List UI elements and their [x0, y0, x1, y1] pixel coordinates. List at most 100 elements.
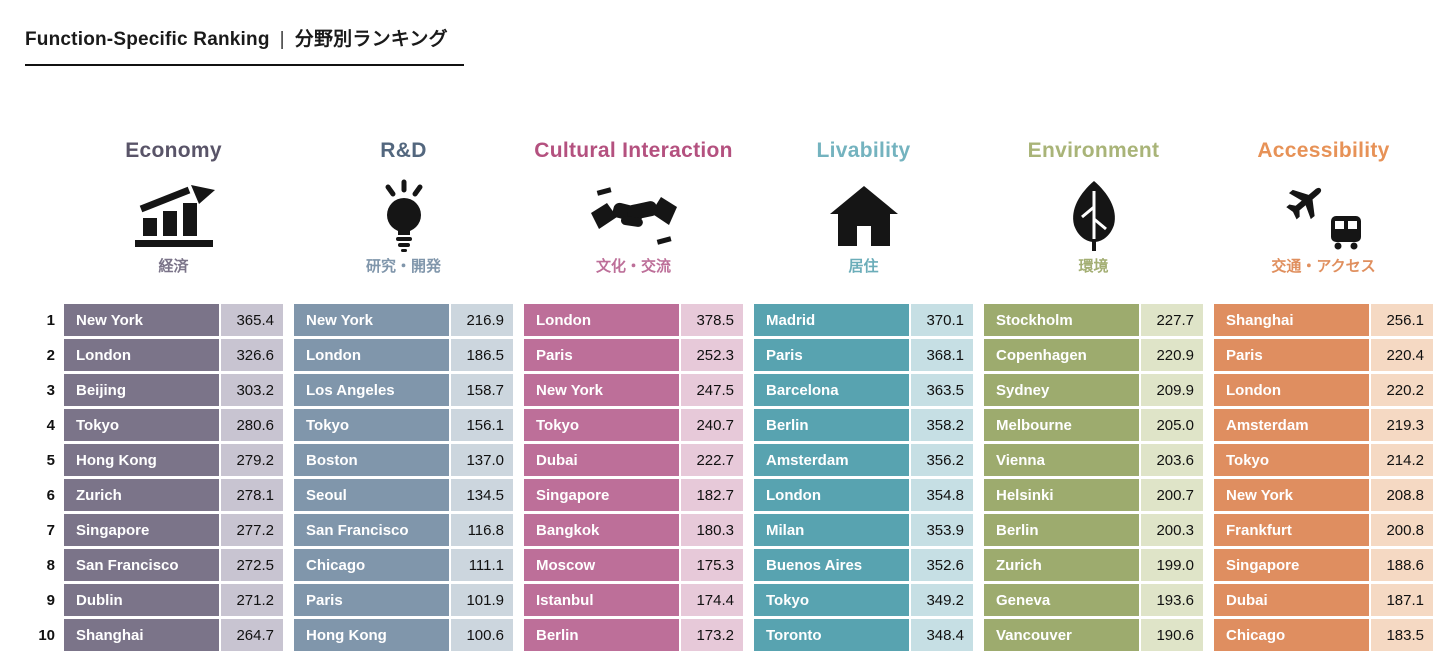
city-name: Paris — [1214, 339, 1369, 371]
city-name: Zurich — [984, 549, 1139, 581]
city-name: London — [64, 339, 219, 371]
ranking-row: Dubai 222.7 — [524, 444, 743, 476]
score-value: 358.2 — [911, 409, 973, 441]
ranking-row: San Francisco 116.8 — [294, 514, 513, 546]
score-value: 220.2 — [1371, 374, 1433, 406]
score-value: 111.1 — [451, 549, 513, 581]
ranking-row: Singapore 188.6 — [1214, 549, 1433, 581]
ranking-row: Tokyo 240.7 — [524, 409, 743, 441]
city-name: Beijing — [64, 374, 219, 406]
leaf-icon — [984, 176, 1203, 256]
city-name: Berlin — [524, 619, 679, 651]
city-name: Zurich — [64, 479, 219, 511]
score-value: 193.6 — [1141, 584, 1203, 616]
score-value: 188.6 — [1371, 549, 1433, 581]
score-value: 137.0 — [451, 444, 513, 476]
score-value: 100.6 — [451, 619, 513, 651]
ranking-row: London 220.2 — [1214, 374, 1433, 406]
score-value: 158.7 — [451, 374, 513, 406]
score-value: 190.6 — [1141, 619, 1203, 651]
score-value: 278.1 — [221, 479, 283, 511]
city-name: Dubai — [524, 444, 679, 476]
rank-number-column: 1 2 3 4 5 6 7 8 9 10 — [25, 138, 55, 654]
category-column-accessibility: Accessibility 交通・アクセス Shanghai 256.1 Paris… — [1214, 138, 1433, 654]
city-name: Berlin — [754, 409, 909, 441]
city-name: Melbourne — [984, 409, 1139, 441]
city-name: Tokyo — [294, 409, 449, 441]
score-value: 363.5 — [911, 374, 973, 406]
ranking-rows: Shanghai 256.1 Paris 220.4 London 220.2 Amster… — [1214, 304, 1433, 651]
lightbulb-icon — [294, 176, 513, 256]
score-value: 252.3 — [681, 339, 743, 371]
ranking-row: Bangkok 180.3 — [524, 514, 743, 546]
score-value: 356.2 — [911, 444, 973, 476]
ranking-row: Moscow 175.3 — [524, 549, 743, 581]
rank-number: 1 — [46, 311, 55, 329]
city-name: Frankfurt — [1214, 514, 1369, 546]
score-value: 349.2 — [911, 584, 973, 616]
ranking-row: Paris 368.1 — [754, 339, 973, 371]
city-name: Hong Kong — [294, 619, 449, 651]
ranking-row: Paris 252.3 — [524, 339, 743, 371]
score-value: 216.9 — [451, 304, 513, 336]
city-name: Hong Kong — [64, 444, 219, 476]
category-column-economy: Economy 経済 New York 365.4 London 326.6 Beiji… — [64, 138, 283, 654]
score-value: 352.6 — [911, 549, 973, 581]
city-name: Shanghai — [1214, 304, 1369, 336]
ranking-row: Amsterdam 356.2 — [754, 444, 973, 476]
score-value: 209.9 — [1141, 374, 1203, 406]
ranking-rows: Stockholm 227.7 Copenhagen 220.9 Sydney 209.9… — [984, 304, 1203, 651]
score-value: 370.1 — [911, 304, 973, 336]
ranking-row: London 186.5 — [294, 339, 513, 371]
city-name: Singapore — [64, 514, 219, 546]
score-value: 326.6 — [221, 339, 283, 371]
ranking-row: Chicago 183.5 — [1214, 619, 1433, 651]
ranking-row: Hong Kong 100.6 — [294, 619, 513, 651]
ranking-row: Shanghai 264.7 — [64, 619, 283, 651]
city-name: New York — [64, 304, 219, 336]
ranking-row: London 326.6 — [64, 339, 283, 371]
ranking-row: London 378.5 — [524, 304, 743, 336]
score-value: 256.1 — [1371, 304, 1433, 336]
city-name: Madrid — [754, 304, 909, 336]
bar-chart-rising-icon — [64, 176, 283, 256]
ranking-row: Berlin 200.3 — [984, 514, 1203, 546]
category-title: Cultural Interaction — [534, 139, 733, 162]
ranking-row: Buenos Aires 352.6 — [754, 549, 973, 581]
city-name: Vienna — [984, 444, 1139, 476]
city-name: Tokyo — [64, 409, 219, 441]
city-name: Chicago — [1214, 619, 1369, 651]
ranking-rows: New York 216.9 London 186.5 Los Angeles 158.7… — [294, 304, 513, 651]
handshake-icon — [524, 176, 743, 256]
ranking-row: Milan 353.9 — [754, 514, 973, 546]
ranking-row: New York 216.9 — [294, 304, 513, 336]
ranking-row: Amsterdam 219.3 — [1214, 409, 1433, 441]
city-name: Los Angeles — [294, 374, 449, 406]
rank-number: 2 — [46, 346, 55, 364]
score-value: 205.0 — [1141, 409, 1203, 441]
category-subtitle: 環境 — [1078, 258, 1109, 275]
ranking-row: Berlin 358.2 — [754, 409, 973, 441]
ranking-rows: New York 365.4 London 326.6 Beijing 303.2 Toky… — [64, 304, 283, 651]
city-name: Amsterdam — [1214, 409, 1369, 441]
score-value: 368.1 — [911, 339, 973, 371]
category-title: Environment — [1027, 139, 1160, 162]
city-name: San Francisco — [64, 549, 219, 581]
ranking-row: Singapore 277.2 — [64, 514, 283, 546]
score-value: 271.2 — [221, 584, 283, 616]
score-value: 199.0 — [1141, 549, 1203, 581]
score-value: 353.9 — [911, 514, 973, 546]
title-separator: | — [279, 29, 285, 50]
city-name: New York — [1214, 479, 1369, 511]
score-value: 222.7 — [681, 444, 743, 476]
ranking-row: Chicago 111.1 — [294, 549, 513, 581]
score-value: 101.9 — [451, 584, 513, 616]
city-name: Paris — [294, 584, 449, 616]
score-value: 214.2 — [1371, 444, 1433, 476]
ranking-row: New York 208.8 — [1214, 479, 1433, 511]
ranking-row: Paris 101.9 — [294, 584, 513, 616]
ranking-row: Tokyo 214.2 — [1214, 444, 1433, 476]
city-name: Geneva — [984, 584, 1139, 616]
ranking-row: Dubai 187.1 — [1214, 584, 1433, 616]
score-value: 220.9 — [1141, 339, 1203, 371]
